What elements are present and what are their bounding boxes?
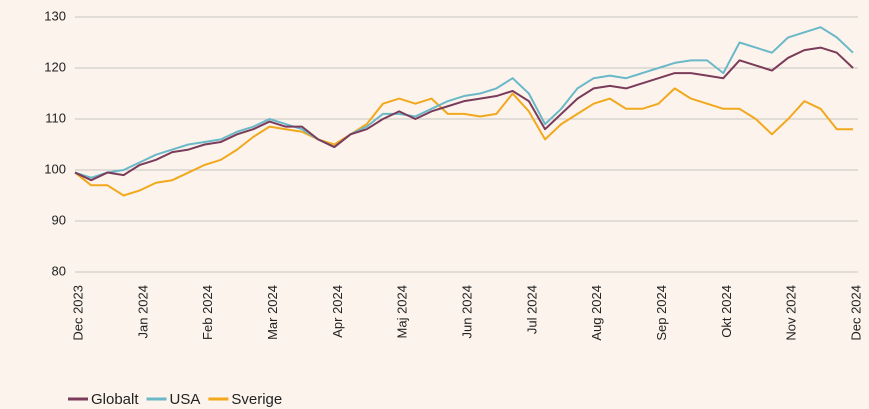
legend-label: Sverige xyxy=(231,391,282,408)
line-series xyxy=(74,26,854,179)
x-tick-label: Nov 2024 xyxy=(784,285,799,341)
x-tick-label: Sep 2024 xyxy=(654,285,669,341)
y-tick-label: 110 xyxy=(45,110,66,125)
x-tick-label: Maj 2024 xyxy=(395,285,410,338)
x-tick-label: Feb 2024 xyxy=(200,285,215,340)
x-tick-label: Aug 2024 xyxy=(589,285,604,341)
x-tick-label: Jun 2024 xyxy=(459,285,474,339)
y-tick-label: 130 xyxy=(44,8,66,23)
x-tick-label: Dec 2024 xyxy=(848,285,863,341)
y-tick-label: 120 xyxy=(44,59,66,74)
x-tick-label: Mar 2024 xyxy=(265,285,280,340)
x-tick-label: Jul 2024 xyxy=(524,285,539,334)
y-tick-label: 100 xyxy=(44,161,66,176)
x-tick-label: Okt 2024 xyxy=(719,285,734,338)
x-tick-label: Jan 2024 xyxy=(135,285,150,339)
y-tick-label: 80 xyxy=(52,263,66,278)
legend-label: Globalt xyxy=(91,391,139,408)
legend-label: USA xyxy=(170,391,201,408)
x-tick-label: Dec 2023 xyxy=(70,285,85,341)
line-series xyxy=(74,46,854,182)
x-tick-label: Apr 2024 xyxy=(330,285,345,338)
y-tick-label: 90 xyxy=(52,212,66,227)
line-series xyxy=(74,87,853,197)
